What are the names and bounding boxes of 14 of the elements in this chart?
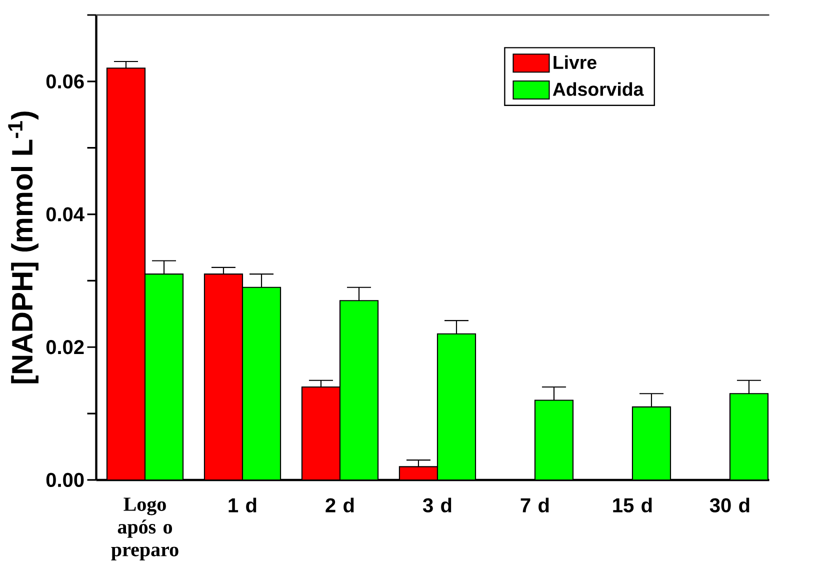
x-tick-label: 30 d: [710, 498, 750, 512]
x-tick-label: 7 d: [520, 498, 549, 512]
y-tick-label: 0.04: [46, 207, 84, 222]
x-tick-label: 2 d: [326, 498, 354, 512]
x-tick-label: Logo após o preparo: [111, 498, 178, 560]
y-tick-label: 0.02: [46, 340, 84, 354]
y-tick-label: 0.06: [46, 74, 84, 88]
x-tick-label: 3 d: [422, 498, 452, 512]
x-tick-label: 15 d: [613, 498, 652, 512]
legend-label: Livre: [554, 55, 596, 70]
x-tick-label: 1 d: [228, 498, 256, 512]
y-tick-label: 0.00: [46, 472, 84, 488]
y-axis-title: [NADPH] (mmol L$^{-1}$): [8, 112, 38, 384]
legend-label: Adsorvida: [552, 82, 644, 96]
